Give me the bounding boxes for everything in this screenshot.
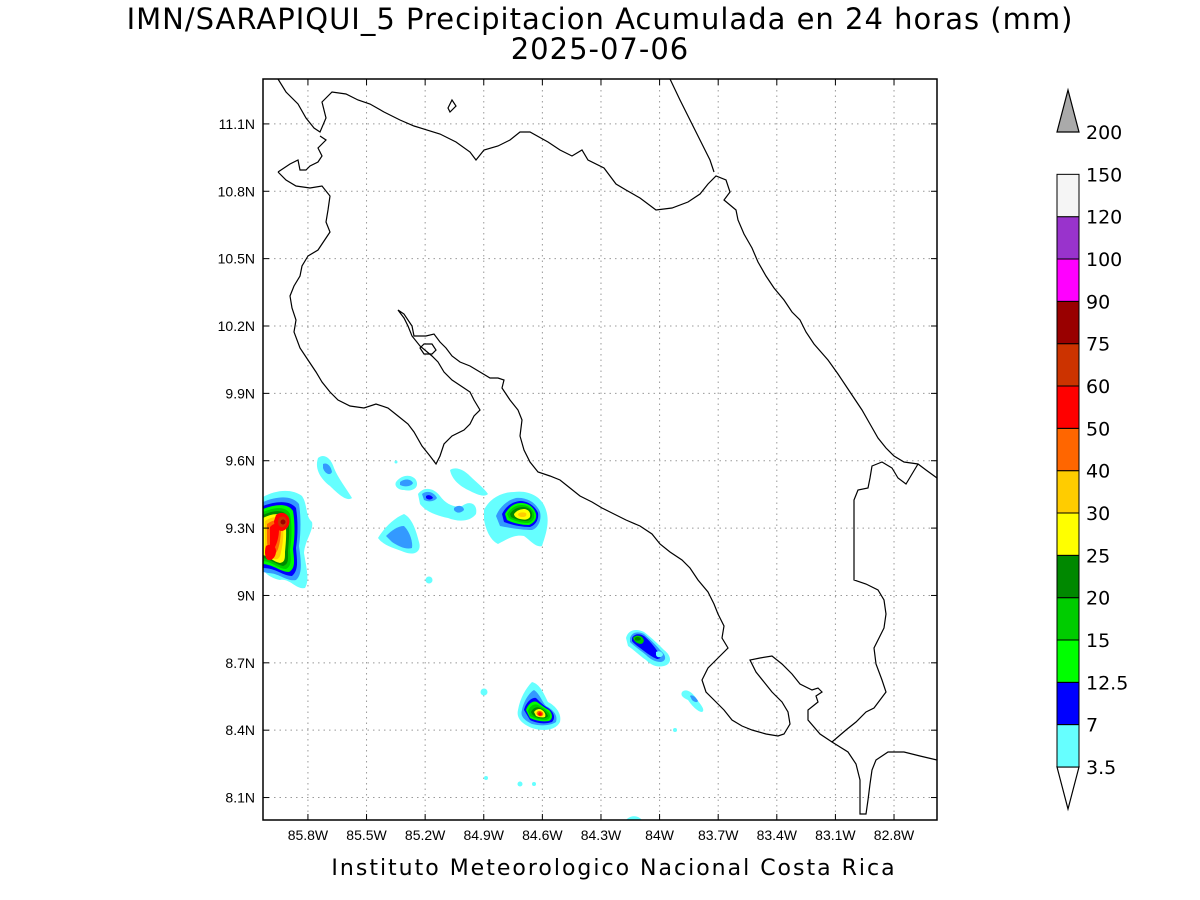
rain-speck (480, 688, 488, 696)
lon-tick-label: 84.6W (522, 827, 563, 843)
lon-tick-label: 85.8W (288, 827, 329, 843)
rain-cell-core (690, 695, 698, 703)
lat-tick-label: 10.8N (218, 183, 255, 199)
colorbar-swatch (1056, 385, 1080, 429)
nw-coast-line (277, 135, 327, 173)
colorbar-label: 100 (1086, 249, 1122, 271)
colorbar-swatch (1056, 216, 1080, 260)
lon-tick-label: 85.2W (405, 827, 446, 843)
colorbar: 3.5 7 12.5 15 20 25 30 40 50 60 75 90 100 120 150 200 (1056, 87, 1128, 812)
colorbar-label: 150 (1086, 164, 1122, 186)
lat-tick-label: 10.2N (218, 318, 255, 334)
rain-cell-core (386, 526, 413, 549)
colorbar-swatch (1056, 512, 1080, 556)
colorbar-arrow-low (1056, 766, 1080, 812)
lon-tick-label: 85.5W (346, 827, 387, 843)
lake-nicaragua-island (447, 98, 457, 114)
colorbar-swatch (1056, 173, 1080, 218)
colorbar-label: 15 (1086, 630, 1110, 652)
coastline (277, 79, 937, 815)
colorbar-label: 3.5 (1086, 757, 1116, 779)
lon-tick-label: 84W (645, 827, 675, 843)
lon-axis: 85.8W 85.5W 85.2W 84.9W 84.6W 84.3W 84W 83.7W 83… (288, 79, 915, 843)
rain-cell (316, 456, 352, 500)
pacific-coast-line (277, 171, 919, 743)
rain-cell-core (454, 505, 464, 513)
rain-cell-core (635, 636, 641, 641)
grid-lines (263, 79, 937, 820)
rain-speck (394, 460, 398, 464)
rain-speck (425, 576, 433, 584)
colorbar-label: 12.5 (1086, 672, 1128, 694)
lon-tick-label: 84.3W (581, 827, 622, 843)
colorbar-label: 25 (1086, 545, 1110, 567)
rain-speck (532, 782, 536, 786)
colorbar-swatch (1056, 300, 1080, 345)
colorbar-label: 30 (1086, 503, 1110, 525)
lon-tick-label: 83.1W (815, 827, 856, 843)
lat-axis: 11.1N 10.8N 10.5N 10.2N 9.9N 9.6N 9.3N 9N 8.7N 8.… (218, 116, 937, 806)
colorbar-swatch (1056, 554, 1080, 599)
rain-cell-core (518, 512, 527, 517)
map-date: 2025-07-06 (510, 32, 690, 66)
footer-credit: Instituto Meteorologico Nacional Costa R… (331, 856, 897, 881)
map-title: IMN/SARAPIQUI_5 Precipitacion Acumulada … (126, 2, 1074, 36)
lat-tick-label: 9.9N (225, 385, 255, 401)
colorbar-label: 90 (1086, 291, 1110, 313)
lon-tick-label: 83.4W (757, 827, 798, 843)
colorbar-swatch (1056, 681, 1080, 726)
rain-cell (681, 690, 704, 712)
plot-frame (262, 78, 938, 821)
colorbar-label: 20 (1086, 588, 1110, 610)
colorbar-swatch (1056, 597, 1080, 641)
rain-speck (626, 816, 642, 820)
lat-tick-label: 8.7N (225, 655, 255, 671)
colorbar-label: 40 (1086, 461, 1110, 483)
rain-cell-core (323, 463, 332, 475)
rain-speck (517, 781, 523, 787)
rain-cell-core (656, 651, 663, 658)
colorbar-label: 7 (1086, 715, 1098, 737)
colorbar-arrow-high (1056, 87, 1080, 133)
precipitation-field (263, 456, 704, 820)
rain-cell-core (426, 495, 433, 500)
colorbar-swatch (1056, 258, 1080, 302)
rain-speck (484, 776, 488, 780)
colorbar-label: 200 (1086, 122, 1122, 144)
colorbar-swatch (1056, 724, 1080, 768)
north-coast-caribbean-line (277, 79, 937, 479)
lon-tick-label: 82.8W (874, 827, 915, 843)
lat-tick-label: 10.5N (218, 251, 255, 267)
colorbar-swatch (1056, 470, 1080, 514)
rain-speck (673, 728, 677, 732)
colorbar-label: 120 (1086, 207, 1122, 229)
rain-cell (450, 468, 488, 496)
lon-tick-label: 84.9W (464, 827, 505, 843)
colorbar-swatch (1056, 343, 1080, 387)
colorbar-label: 75 (1086, 334, 1110, 356)
colorbar-label: 60 (1086, 376, 1110, 398)
rain-cell-core (400, 479, 413, 487)
colorbar-swatch (1056, 427, 1080, 472)
colorbar-label: 50 (1086, 418, 1110, 440)
colorbar-swatch (1056, 639, 1080, 683)
river-border-line (669, 79, 715, 173)
panama-coast-line (831, 741, 937, 815)
rain-cell-west (263, 490, 313, 589)
island-outline (419, 343, 437, 355)
lat-tick-label: 9N (237, 587, 255, 603)
lat-tick-label: 11.1N (219, 116, 255, 132)
lat-tick-label: 9.6N (225, 453, 255, 469)
lon-tick-label: 83.7W (698, 827, 739, 843)
rain-cell-peak (538, 712, 542, 716)
lat-tick-label: 9.3N (225, 520, 255, 536)
lat-tick-label: 8.1N (225, 790, 255, 806)
lat-tick-label: 8.4N (225, 722, 255, 738)
